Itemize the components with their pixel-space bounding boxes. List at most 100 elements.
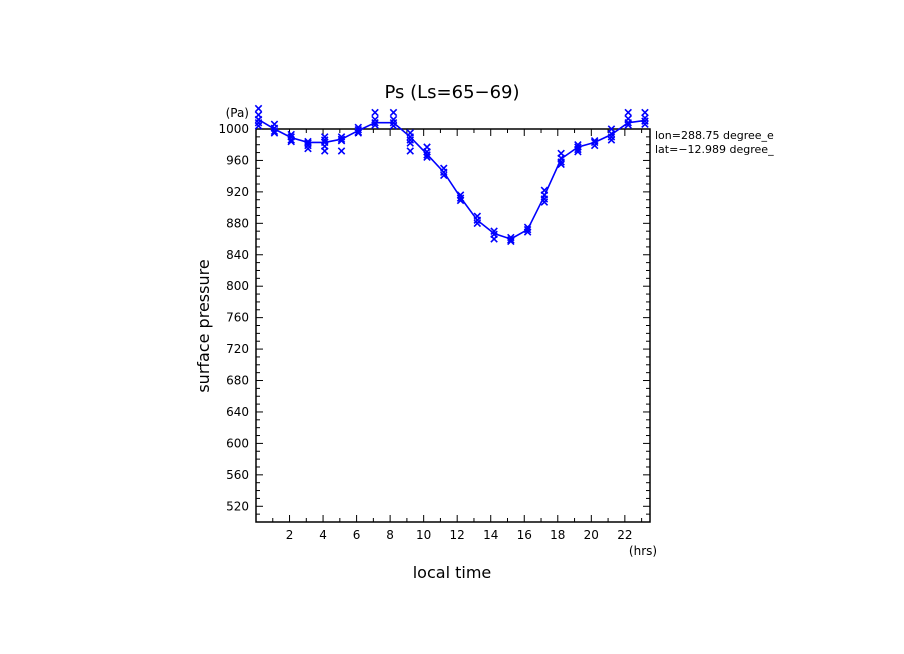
data-point <box>371 121 379 129</box>
y-tick-label: 800 <box>226 279 249 293</box>
x-unit: (hrs) <box>629 544 657 558</box>
marker-stroke <box>473 219 482 228</box>
marker-stroke <box>423 151 431 159</box>
y-tick-label: 840 <box>226 248 249 262</box>
data-point <box>523 225 532 234</box>
y-axis-label: surface pressure <box>194 259 213 392</box>
marker-stroke <box>507 237 515 246</box>
data-point <box>574 145 582 154</box>
marker-stroke <box>320 136 329 144</box>
data-point <box>507 237 515 246</box>
data-point <box>287 136 295 144</box>
y-tick-label: 680 <box>226 374 249 388</box>
marker-stroke <box>590 141 599 150</box>
data-point <box>473 219 482 228</box>
data-point <box>607 136 616 144</box>
data-point <box>456 194 465 202</box>
data-point <box>389 108 398 117</box>
x-tick-label: 4 <box>319 528 327 542</box>
marker-stroke <box>456 196 465 205</box>
data-point <box>523 228 532 236</box>
y-tick-label: 720 <box>226 342 249 356</box>
data-point <box>389 122 398 130</box>
marker-stroke <box>574 145 582 154</box>
data-point <box>304 144 312 153</box>
data-point <box>406 147 415 155</box>
axes: 2 4 6 8 10 12 14 16 18 20 22 520 560 600 640 680 720 760 8… <box>218 122 651 542</box>
marker-stroke <box>371 108 379 117</box>
marker-stroke <box>641 108 649 117</box>
marker-stroke <box>354 129 363 137</box>
marker-stroke <box>304 144 312 153</box>
marker-stroke <box>624 108 632 117</box>
marker-stroke <box>270 127 279 136</box>
marker-stroke <box>557 158 565 166</box>
data-point <box>641 108 649 117</box>
marker-stroke <box>270 129 279 137</box>
y-tick-label: 960 <box>226 153 249 167</box>
data-point <box>371 118 379 127</box>
data-point <box>354 129 363 137</box>
marker-stroke <box>254 104 263 113</box>
y-tick-label: 640 <box>226 405 249 419</box>
y-tick-label: 1000 <box>218 122 249 136</box>
marker-stroke <box>287 130 295 139</box>
data-point <box>456 196 465 205</box>
marker-stroke <box>490 235 498 243</box>
marker-stroke <box>523 228 532 236</box>
plot-clip-mask <box>784 120 814 160</box>
data-point <box>423 151 431 159</box>
marker-stroke <box>337 147 346 155</box>
data-point <box>557 158 565 166</box>
x-tick-label: 2 <box>286 528 294 542</box>
x-tick-label: 22 <box>617 528 632 542</box>
marker-stroke <box>406 139 415 147</box>
y-unit: (Pa) <box>226 106 249 120</box>
x-tick-label: 14 <box>483 528 498 542</box>
data-point <box>337 147 346 155</box>
marker-stroke <box>337 135 346 143</box>
marker-stroke <box>389 108 398 117</box>
data-point <box>540 198 549 206</box>
data-point <box>624 121 632 129</box>
data-point <box>270 129 279 137</box>
data-point <box>337 135 346 143</box>
data-point <box>423 153 431 162</box>
marker-stroke <box>254 122 263 130</box>
data-point <box>304 139 312 147</box>
marker-stroke <box>574 148 582 156</box>
y-tick-label: 920 <box>226 185 249 199</box>
data-point <box>507 236 515 244</box>
marker-stroke <box>287 136 295 144</box>
annotation-lat: lat=−12.989 degree_ <box>655 143 774 156</box>
marker-stroke <box>624 118 632 127</box>
marker-stroke <box>389 122 398 130</box>
marker-stroke <box>440 171 448 180</box>
marker-stroke <box>557 160 565 169</box>
marker-stroke <box>607 136 616 144</box>
marker-stroke <box>371 118 379 127</box>
marker-stroke <box>304 139 312 147</box>
data-point <box>371 108 379 117</box>
x-tick-label: 16 <box>517 528 532 542</box>
x-tick-label: 8 <box>386 528 394 542</box>
data-point <box>557 160 565 169</box>
marker-stroke <box>641 120 649 129</box>
data-point <box>574 148 582 156</box>
x-tick-label: 6 <box>353 528 361 542</box>
data-point <box>320 147 329 155</box>
marker-stroke <box>337 137 346 145</box>
data-point <box>440 171 448 180</box>
data-point <box>337 137 346 145</box>
y-tick-label: 520 <box>226 499 249 513</box>
data-point <box>270 127 279 136</box>
chart-title: Ps (Ls=65−69) <box>384 82 519 103</box>
x-axis-label: local time <box>413 563 492 582</box>
data-point <box>254 104 263 113</box>
data-point <box>624 108 632 117</box>
data-point <box>254 122 263 130</box>
x-tick-label: 10 <box>416 528 431 542</box>
data-point <box>490 235 498 243</box>
y-tick-label: 560 <box>226 468 249 482</box>
data-point <box>624 118 632 127</box>
